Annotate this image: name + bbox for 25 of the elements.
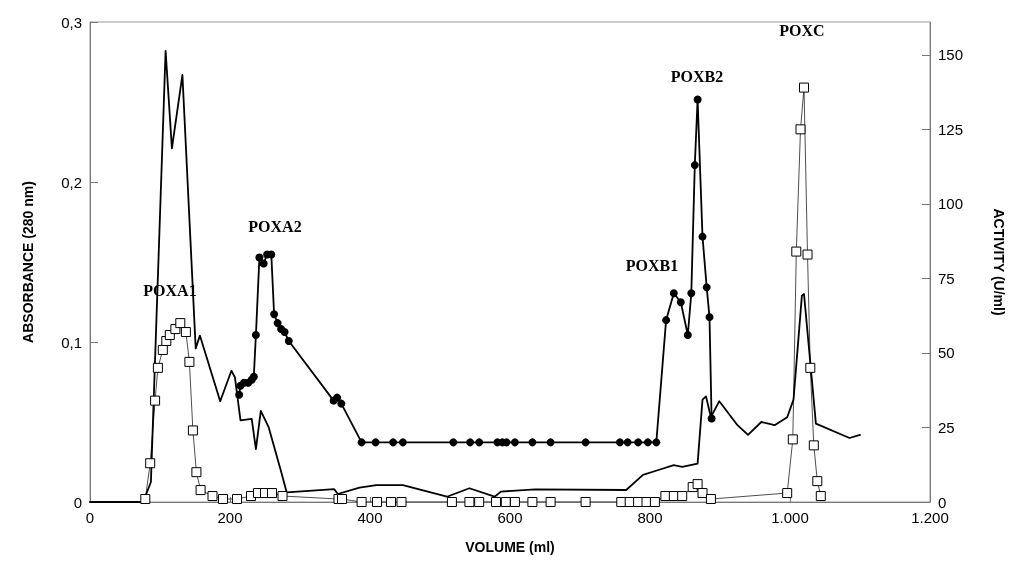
y-tick-label: 0,1 xyxy=(61,333,82,351)
x-tick-label: 200 xyxy=(217,509,243,526)
x-axis-title: VOLUME (ml) xyxy=(465,539,555,555)
y-axis-title: ABSORBANCE (280 nm) xyxy=(20,181,36,343)
annotation: POXA2 xyxy=(248,217,302,235)
y2-tick-label: 25 xyxy=(938,418,955,436)
x-tick-label: 1.000 xyxy=(771,509,809,526)
annotation: POXC xyxy=(779,21,825,39)
y-tick-label: 0 xyxy=(73,493,82,511)
x-tick-label: 1.200 xyxy=(911,509,949,526)
annotation: POXB2 xyxy=(670,67,724,85)
y2-tick-label: 75 xyxy=(938,269,955,287)
x-tick-label: 600 xyxy=(497,509,523,526)
y2-tick-label: 150 xyxy=(938,46,964,64)
y2-tick-label: 125 xyxy=(938,120,964,138)
y2-tick-label: 0 xyxy=(938,493,947,511)
y-tick-label: 0,3 xyxy=(61,13,82,31)
annotation: POXB1 xyxy=(625,256,679,274)
y-tick-label: 0,2 xyxy=(61,173,82,191)
x-tick-label: 800 xyxy=(637,509,663,526)
y2-tick-label: 50 xyxy=(938,344,955,362)
x-tick-label: 400 xyxy=(357,509,383,526)
x-tick-label: 0 xyxy=(85,509,95,526)
y2-axis-title: ACTIVITY (U/ml) xyxy=(991,208,1007,316)
y2-tick-label: 100 xyxy=(938,195,964,213)
